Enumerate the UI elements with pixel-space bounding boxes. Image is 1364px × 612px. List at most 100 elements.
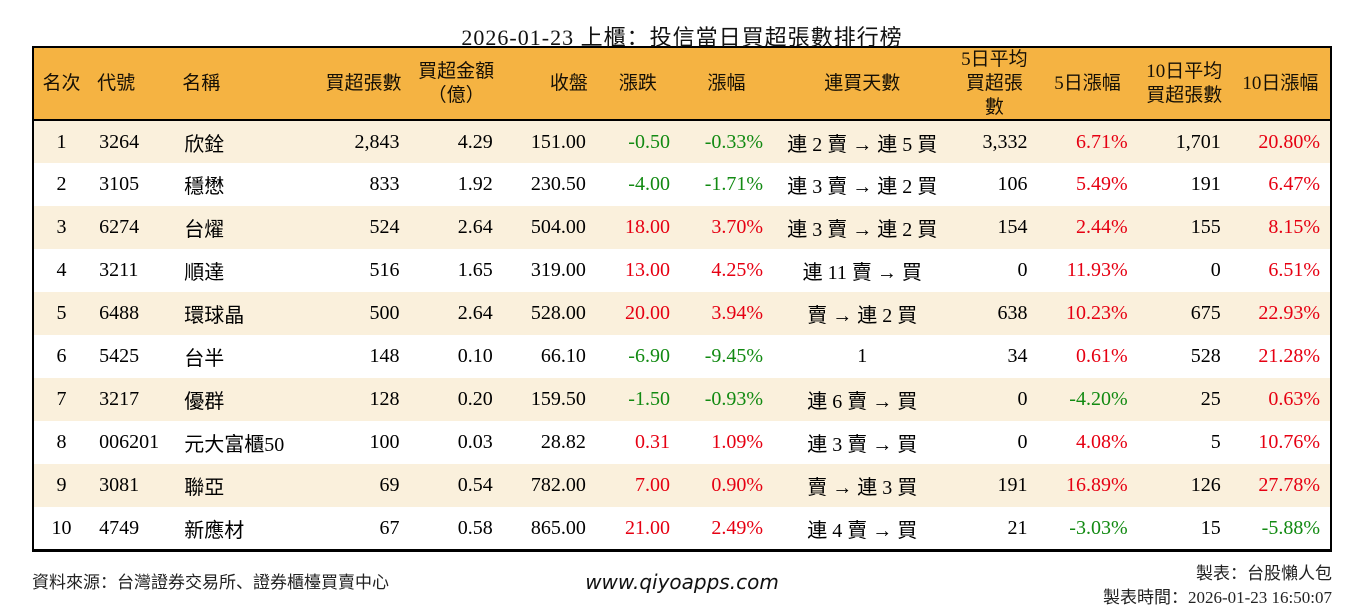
cell-pct5: 0.61%	[1075, 345, 1128, 368]
cell-pct5: 10.23%	[1065, 302, 1128, 325]
cell-streak: 連 3 賣 → 買	[807, 434, 918, 457]
cell-avg10: 528	[1190, 345, 1221, 368]
cell-change: -1.50	[628, 388, 670, 411]
cell-pct10: 6.47%	[1268, 173, 1320, 196]
cell-rank: 2	[56, 173, 67, 196]
cell-net_buy: 524	[369, 216, 400, 239]
col-header-code: 代號	[89, 47, 175, 122]
table-row: 4 3211 順達 516 1.65 319.00 13.00 4.25% 連 11 賣 → 買…	[33, 249, 1331, 293]
cell-change: -4.00	[628, 173, 670, 196]
cell-net_buy: 500	[369, 302, 400, 325]
cell-avg5: 21	[1007, 516, 1028, 539]
cell-code: 6274	[99, 216, 140, 239]
data-source-text: 資料來源：台灣證券交易所、證券櫃檯買賣中心	[32, 573, 389, 592]
col-header-pct10: 10日漲幅	[1230, 47, 1331, 122]
cell-pct10: 10.76%	[1258, 431, 1320, 454]
cell-change: -6.90	[628, 345, 670, 368]
cell-code: 4749	[99, 516, 140, 539]
cell-close: 28.82	[540, 431, 586, 454]
cell-rank: 7	[56, 388, 67, 411]
cell-change_pct: -0.93%	[704, 388, 764, 411]
cell-name: 元大富櫃50	[184, 434, 285, 457]
cell-streak: 連 2 賣 → 連 5 買	[787, 133, 938, 156]
cell-net_buy: 2,843	[354, 130, 400, 153]
cell-net_buy: 128	[369, 388, 400, 411]
col-header-close: 收盤	[502, 47, 596, 122]
cell-avg5: 0	[1017, 431, 1028, 454]
cell-close: 230.50	[530, 173, 586, 196]
cell-amount: 1.92	[457, 173, 493, 196]
cell-amount: 2.64	[457, 216, 493, 239]
cell-code: 3211	[99, 259, 139, 282]
cell-avg5: 154	[997, 216, 1028, 239]
cell-close: 528.00	[530, 302, 586, 325]
cell-change: 0.31	[634, 431, 670, 454]
cell-change: 7.00	[634, 474, 670, 497]
report-time-text: 製表時間：2026-01-23 16:50:07	[1102, 588, 1332, 607]
cell-name: 環球晶	[184, 305, 245, 328]
cell-avg10: 1,701	[1175, 130, 1221, 153]
table-row: 6 5425 台半 148 0.10 66.10 -6.90 -9.45% 1 34 0.61% 52…	[33, 335, 1331, 379]
cell-pct10: 21.28%	[1258, 345, 1320, 368]
cell-change_pct: 0.90%	[711, 474, 764, 497]
table-header: 名次 代號 名稱 買超張數 買超金額 （億） 收盤 漲跌 漲幅 連買天數 5日平均 買超張數 5日漲幅 1…	[33, 47, 1331, 122]
col-header-pct5: 5日漲幅	[1037, 47, 1138, 122]
cell-pct10: 22.93%	[1258, 302, 1320, 325]
cell-amount: 0.20	[457, 388, 493, 411]
col-header-change_pct: 漲幅	[679, 47, 774, 122]
cell-pct10: 0.63%	[1268, 388, 1320, 411]
table-header-row: 名次 代號 名稱 買超張數 買超金額 （億） 收盤 漲跌 漲幅 連買天數 5日平均 買超張數 5日漲幅 1…	[33, 47, 1331, 122]
cell-streak: 連 11 賣 → 買	[802, 262, 922, 285]
cell-streak: 賣 → 連 3 買	[807, 477, 918, 500]
cell-pct5: 5.49%	[1075, 173, 1128, 196]
cell-change: 18.00	[624, 216, 670, 239]
table-row: 8 006201 元大富櫃50 100 0.03 28.82 0.31 1.09% 連 3 賣 …	[33, 421, 1331, 465]
col-header-avg5: 5日平均 買超張數	[951, 47, 1038, 122]
cell-pct5: -3.03%	[1069, 516, 1128, 539]
cell-rank: 5	[56, 302, 67, 325]
cell-name: 台半	[184, 348, 225, 371]
cell-rank: 1	[56, 130, 67, 153]
cell-net_buy: 67	[379, 516, 400, 539]
cell-avg5: 34	[1007, 345, 1028, 368]
cell-avg5: 0	[1017, 259, 1028, 282]
cell-streak: 連 3 賣 → 連 2 買	[787, 176, 938, 199]
cell-change_pct: 2.49%	[711, 516, 764, 539]
cell-net_buy: 100	[369, 431, 400, 454]
ranking-table: 名次 代號 名稱 買超張數 買超金額 （億） 收盤 漲跌 漲幅 連買天數 5日平均 買超張數 5日漲幅 1…	[32, 46, 1332, 552]
col-header-amount: 買超金額 （億）	[409, 47, 503, 122]
cell-avg5: 191	[997, 474, 1028, 497]
cell-name: 台燿	[184, 219, 225, 242]
cell-code: 3217	[99, 388, 140, 411]
table-row: 1 3264 欣銓 2,843 4.29 151.00 -0.50 -0.33% 連 2 賣 →…	[33, 120, 1331, 164]
cell-avg5: 638	[997, 302, 1028, 325]
cell-name: 新應材	[184, 519, 245, 542]
col-header-streak: 連買天數	[773, 47, 952, 122]
cell-pct10: 6.51%	[1268, 259, 1320, 282]
cell-change: 13.00	[624, 259, 670, 282]
cell-name: 順達	[184, 262, 225, 285]
cell-pct5: 6.71%	[1075, 130, 1128, 153]
cell-avg10: 191	[1190, 173, 1221, 196]
cell-streak: 連 3 賣 → 連 2 買	[787, 219, 938, 242]
cell-change_pct: 3.70%	[711, 216, 764, 239]
cell-close: 865.00	[530, 516, 586, 539]
maker-text: 製表：台股懶人包	[1196, 564, 1332, 583]
col-header-avg10: 10日平均 買超張數	[1137, 47, 1231, 122]
cell-code: 5425	[99, 345, 140, 368]
cell-avg10: 155	[1190, 216, 1221, 239]
cell-change_pct: -9.45%	[704, 345, 764, 368]
cell-rank: 8	[56, 431, 67, 454]
cell-pct5: -4.20%	[1069, 388, 1128, 411]
cell-net_buy: 69	[379, 474, 400, 497]
cell-pct10: 27.78%	[1258, 474, 1320, 497]
cell-streak: 連 4 賣 → 買	[807, 519, 918, 542]
cell-rank: 3	[56, 216, 67, 239]
table-body: 1 3264 欣銓 2,843 4.29 151.00 -0.50 -0.33% 連 2 賣 →…	[33, 120, 1331, 551]
cell-code: 3081	[99, 474, 140, 497]
table-row: 3 6274 台燿 524 2.64 504.00 18.00 3.70% 連 3 賣 → 連 …	[33, 206, 1331, 250]
cell-pct10: -5.88%	[1261, 516, 1320, 539]
cell-streak: 1	[857, 345, 868, 368]
cell-close: 782.00	[530, 474, 586, 497]
